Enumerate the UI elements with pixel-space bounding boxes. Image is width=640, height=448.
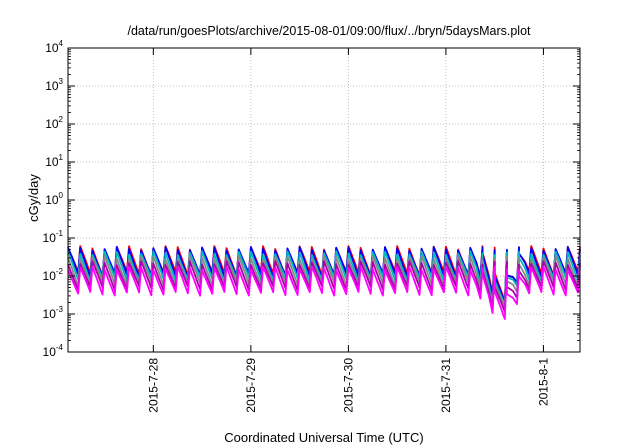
chart-title: /data/run/goesPlots/archive/2015-08-01/0… <box>127 24 531 38</box>
x-tick-label: 2015-7-28 <box>146 358 160 413</box>
y-tick-label: 10-3 <box>43 305 64 321</box>
x-tick-label: 2015-7-31 <box>439 358 453 413</box>
y-tick-label: 102 <box>45 115 63 131</box>
x-tick-label: 2015-8-1 <box>536 358 550 406</box>
x-axis-label: Coordinated Universal Time (UTC) <box>224 430 423 445</box>
y-tick-label: 10-1 <box>43 229 64 245</box>
series-group <box>67 245 581 320</box>
series-line <box>67 255 581 309</box>
y-axis-label: cGy/day <box>26 174 41 222</box>
axes: 10-4 10-3 10-2 10-1 100 101 102 103 104 2015-7-28… <box>43 39 581 413</box>
y-tick-label: 104 <box>45 39 63 55</box>
series-line <box>67 250 581 306</box>
x-tick-label: 2015-7-29 <box>244 358 258 413</box>
series-line <box>67 265 581 320</box>
series-line <box>67 260 581 313</box>
x-tick-label: 2015-7-30 <box>341 358 355 413</box>
plot-frame <box>67 47 581 353</box>
y-tick-label: 10-2 <box>43 267 64 283</box>
y-tick-label: 10-4 <box>43 343 64 359</box>
y-tick-label: 101 <box>45 153 63 169</box>
y-tick-label: 103 <box>45 77 63 93</box>
y-tick-label: 100 <box>45 191 63 207</box>
series-line <box>67 246 581 304</box>
